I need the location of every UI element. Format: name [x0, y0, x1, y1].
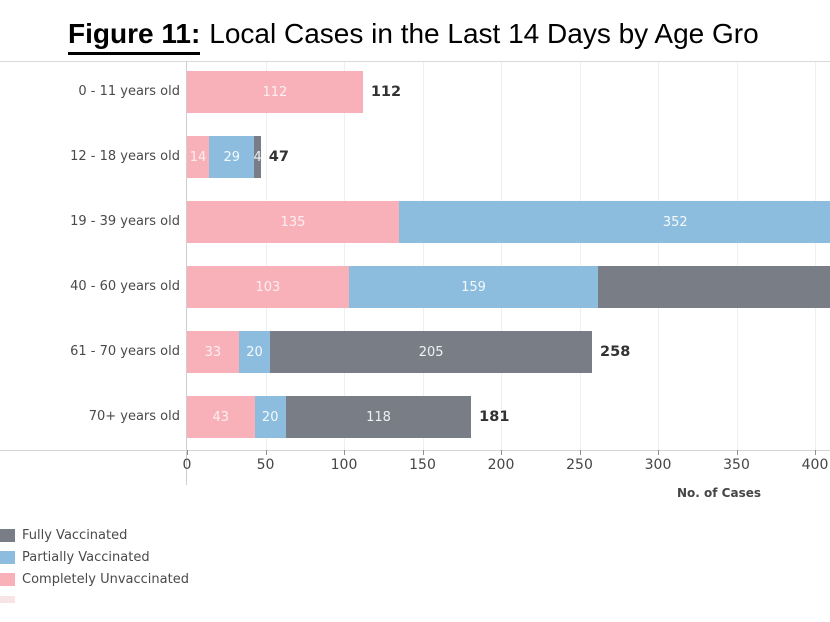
category-label: 12 - 18 years old: [70, 149, 180, 164]
bar-row: 112: [187, 71, 363, 113]
gridline: [658, 62, 659, 450]
category-label: 70+ years old: [88, 409, 180, 424]
bar-total-label: 112: [370, 84, 402, 100]
legend-label: Completely Unvaccinated: [22, 571, 189, 587]
legend-swatch: [0, 572, 15, 586]
bar-segment: 20: [254, 396, 286, 438]
figure-title-text: Local Cases in the Last 14 Days by Age G…: [209, 18, 759, 49]
bar-row: 103 159: [187, 266, 830, 308]
bar-row: 14 29 4: [187, 136, 262, 178]
x-tick-mark: [815, 450, 816, 455]
x-tick-mark: [422, 450, 424, 455]
x-tick-mark: [344, 450, 345, 455]
gridline: [422, 62, 424, 450]
legend-swatch: [0, 528, 15, 542]
gridline: [344, 62, 345, 450]
x-tick-label: 100: [330, 457, 358, 473]
legend-swatch: [0, 550, 15, 564]
x-tick-mark: [187, 450, 188, 455]
bar-segment: 103: [187, 266, 349, 308]
bar-segment: 43: [187, 396, 255, 438]
x-tick-label: 350: [723, 457, 750, 473]
bar-total-label: 258: [600, 344, 631, 360]
gridline: [815, 62, 816, 450]
gridline: [265, 62, 267, 450]
bar-row: 135 352: [187, 201, 830, 243]
x-tick-mark: [579, 450, 581, 455]
bar-row: 33 20 205: [187, 331, 593, 373]
bar-segment: 159: [348, 266, 599, 308]
x-tick-mark: [265, 450, 267, 455]
gridline: [736, 62, 738, 450]
bar-segment: 135: [187, 201, 399, 243]
bar-segment: 14: [187, 136, 209, 178]
x-axis-line: [0, 450, 830, 451]
figure-number-label: Figure 11:: [68, 18, 201, 55]
legend-item: Partially Vaccinated: [0, 546, 189, 568]
bar-segment: 33: [187, 331, 239, 373]
x-tick-mark: [658, 450, 659, 455]
bar-segment: 352: [398, 201, 830, 243]
bar-segment: 118: [285, 396, 472, 438]
bar-segment: [598, 266, 830, 308]
figure-title: Figure 11: Local Cases in the Last 14 Day…: [68, 18, 759, 55]
category-label: 19 - 39 years old: [70, 214, 180, 229]
category-label: 0 - 11 years old: [78, 84, 180, 99]
bar-segment: 4: [253, 136, 262, 178]
category-label: 40 - 60 years old: [70, 279, 180, 294]
x-tick-label: 400: [801, 457, 829, 473]
bar-segment: 20: [238, 331, 271, 373]
chart-top-border: [0, 61, 830, 62]
bar-total-label: 181: [479, 409, 510, 425]
bar-segment: 29: [208, 136, 255, 178]
x-tick-label: 0: [182, 457, 192, 473]
x-tick-label: 200: [487, 457, 515, 473]
x-axis-title: No. of Cases: [677, 486, 761, 500]
x-tick-mark: [736, 450, 738, 455]
x-tick-mark: [501, 450, 502, 455]
bar-segment: 205: [270, 331, 593, 373]
legend-label: Fully Vaccinated: [22, 527, 128, 543]
x-tick-label: 250: [566, 457, 593, 473]
category-label: 61 - 70 years old: [70, 344, 180, 359]
partial-legend-swatch: [0, 596, 15, 603]
bar-total-label: 47: [268, 149, 289, 165]
gridline: [501, 62, 502, 450]
gridline: [579, 62, 581, 450]
x-tick-label: 150: [409, 457, 436, 473]
bar-segment: 112: [187, 71, 363, 113]
bar-row: 43 20 118: [187, 396, 472, 438]
y-axis-line: [186, 61, 187, 485]
x-tick-label: 50: [256, 457, 275, 473]
legend-label: Partially Vaccinated: [22, 549, 150, 565]
x-tick-label: 300: [644, 457, 672, 473]
legend-item: Fully Vaccinated: [0, 524, 189, 546]
legend: Fully Vaccinated Partially Vaccinated Comp…: [0, 524, 189, 590]
legend-item: Completely Unvaccinated: [0, 568, 189, 590]
